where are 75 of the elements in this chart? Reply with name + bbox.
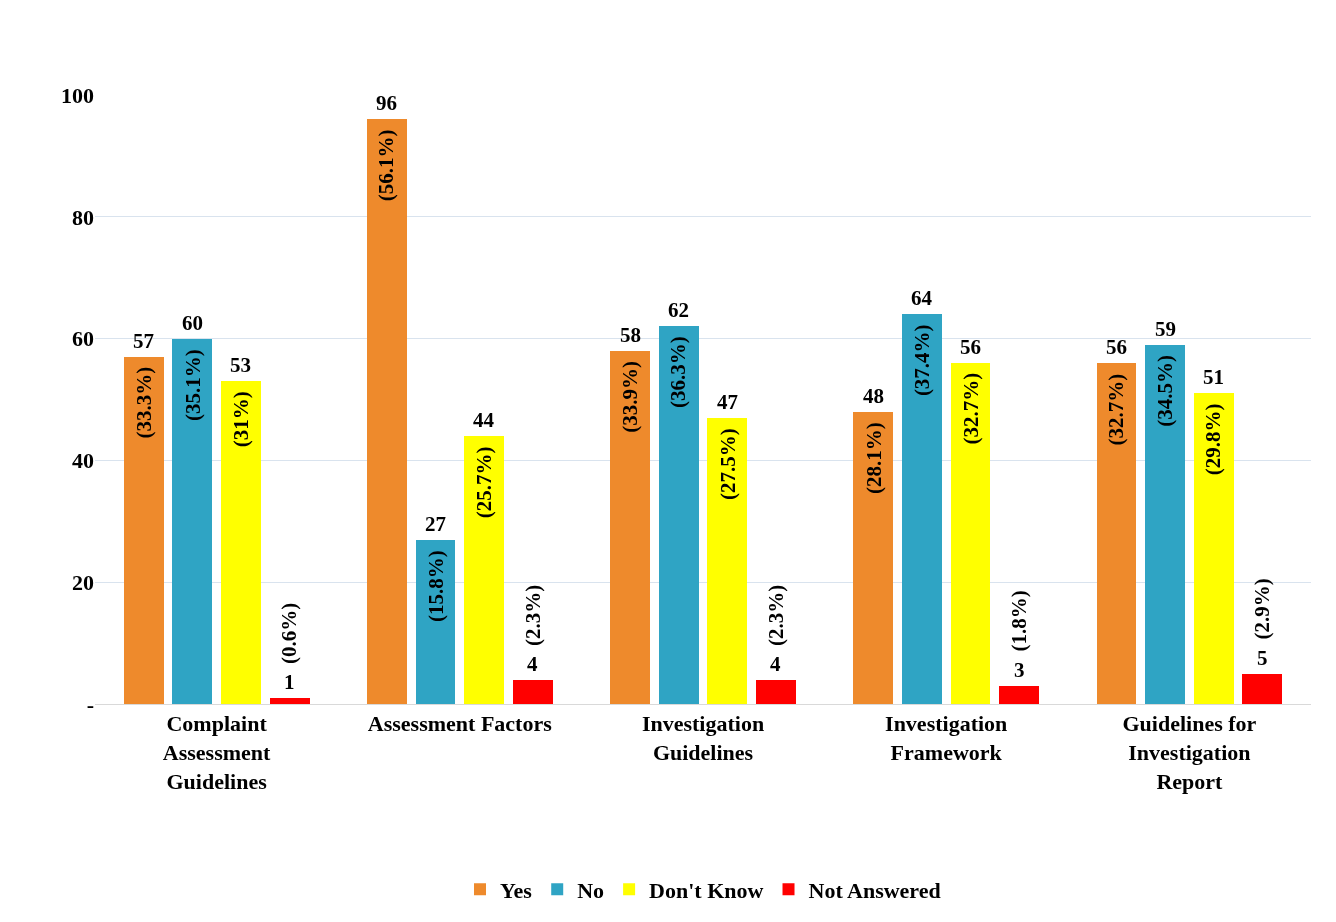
annotation: (56.1%) bbox=[374, 129, 399, 202]
legend-label: Not Answered bbox=[808, 877, 941, 903]
y-tick-label: 40 bbox=[72, 448, 94, 474]
data-label: 48 bbox=[863, 384, 884, 408]
annotation: (37.4%) bbox=[909, 324, 934, 397]
y-tick-label: 80 bbox=[72, 204, 94, 230]
bar bbox=[999, 686, 1039, 704]
bar bbox=[367, 119, 407, 704]
annotation: (27.5%) bbox=[715, 428, 740, 501]
data-label: 27 bbox=[425, 512, 446, 536]
y-tick-label: 20 bbox=[72, 569, 94, 595]
bar bbox=[172, 339, 212, 704]
bar bbox=[513, 680, 553, 704]
data-label: 64 bbox=[911, 286, 933, 310]
y-tick-label: 60 bbox=[72, 326, 94, 352]
y-tick-label: 100 bbox=[61, 82, 94, 108]
data-label: 56 bbox=[960, 335, 981, 359]
data-label: 47 bbox=[717, 390, 738, 414]
data-label: 1 bbox=[284, 670, 295, 694]
annotation: (32.7%) bbox=[1104, 373, 1129, 446]
annotation: (2.9%) bbox=[1250, 578, 1275, 640]
data-label: 5 bbox=[1257, 646, 1268, 670]
legend-label: Yes bbox=[500, 877, 533, 903]
bar bbox=[124, 357, 164, 704]
annotation: (33.3%) bbox=[131, 366, 156, 439]
annotation: (36.3%) bbox=[666, 336, 691, 409]
legend-label: No bbox=[577, 877, 605, 903]
data-label: 96 bbox=[376, 91, 397, 115]
annotation: (34.5%) bbox=[1153, 355, 1178, 427]
annotation: (0.6%) bbox=[277, 602, 302, 664]
data-label: 57 bbox=[133, 329, 154, 353]
annotation: (35.1%) bbox=[180, 349, 205, 421]
x-tick-label: Investigation Guidelines bbox=[641, 711, 765, 765]
annotation: (29.8%) bbox=[1201, 403, 1226, 476]
data-label: 59 bbox=[1155, 317, 1176, 341]
annotation: (33.9%) bbox=[618, 361, 643, 433]
bar bbox=[416, 540, 455, 704]
bar bbox=[902, 314, 942, 704]
x-tick-label: Complaint Assessment Guidelines bbox=[162, 711, 272, 794]
bar bbox=[1194, 393, 1234, 704]
bar bbox=[1097, 363, 1136, 704]
bar bbox=[1145, 345, 1185, 704]
bar bbox=[1242, 674, 1282, 704]
annotation: (1.8%) bbox=[1006, 590, 1031, 652]
data-label: 51 bbox=[1203, 365, 1224, 389]
data-label: 4 bbox=[770, 652, 781, 676]
annotation: (25.7%) bbox=[472, 446, 497, 519]
bar bbox=[853, 412, 893, 704]
y-tick-label: - bbox=[86, 691, 94, 717]
annotation: (31%) bbox=[228, 391, 253, 448]
data-label: 62 bbox=[668, 298, 689, 322]
bar bbox=[659, 326, 699, 704]
bar bbox=[464, 436, 504, 704]
legend-label: Don't Know bbox=[649, 877, 764, 903]
annotation: (2.3%) bbox=[763, 584, 788, 647]
data-label: 58 bbox=[620, 323, 641, 347]
annotation: (28.1%) bbox=[861, 422, 886, 494]
data-label: 44 bbox=[473, 408, 495, 432]
annotation: (2.3%) bbox=[520, 584, 545, 646]
data-label: 4 bbox=[527, 652, 538, 676]
data-label: 53 bbox=[230, 353, 251, 377]
data-label: 60 bbox=[182, 311, 203, 335]
bar bbox=[610, 351, 650, 704]
bar bbox=[707, 418, 747, 704]
annotation: (32.7%) bbox=[958, 372, 983, 445]
bar bbox=[221, 381, 261, 704]
x-tick-label: Guidelines for Investigation Report bbox=[1122, 711, 1257, 794]
bar bbox=[756, 680, 796, 704]
x-tick-label: Investigation Framework bbox=[885, 711, 1008, 765]
bar bbox=[270, 698, 310, 704]
data-label: 3 bbox=[1014, 658, 1025, 682]
bar bbox=[951, 363, 990, 704]
data-label: 56 bbox=[1106, 335, 1127, 359]
annotation: (15.8%) bbox=[423, 550, 448, 623]
x-tick-label: Assessment Factors bbox=[367, 711, 553, 737]
